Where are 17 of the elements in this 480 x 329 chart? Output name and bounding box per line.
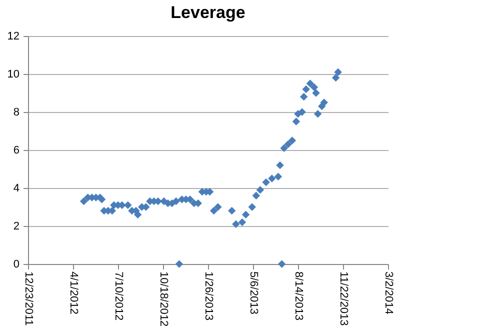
x-tick-label: 8/14/2013 — [292, 272, 304, 320]
y-tick-label: 0 — [13, 258, 20, 270]
x-tick-label: 3/2/2014 — [382, 272, 394, 314]
x-tick-label: 4/1/2012 — [68, 272, 80, 314]
y-tick-label: 6 — [13, 144, 20, 156]
x-tick-label: 5/6/2013 — [248, 272, 260, 314]
x-tick-label: 12/23/2011 — [22, 272, 34, 326]
x-tick-label: 10/18/2012 — [158, 272, 170, 327]
y-tick-label: 4 — [13, 182, 20, 194]
y-tick-label: 8 — [13, 106, 20, 118]
y-tick-label: 12 — [7, 30, 20, 42]
x-tick-label: 7/10/2012 — [112, 272, 124, 320]
y-tick-label: 10 — [7, 68, 20, 80]
y-tick-label: 2 — [13, 220, 20, 232]
x-tick-label: 1/26/2013 — [202, 272, 214, 320]
chart-title: Leverage — [170, 3, 246, 22]
x-tick-label: 11/22/2013 — [338, 272, 350, 326]
